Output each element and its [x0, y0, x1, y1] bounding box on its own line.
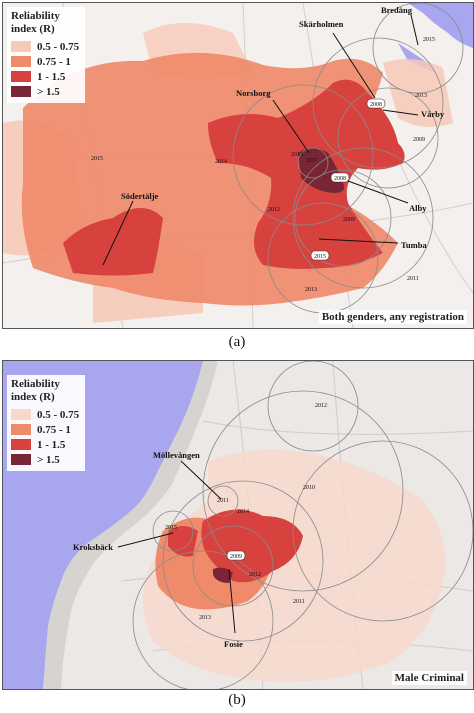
map-caption: Male Criminal	[391, 671, 467, 685]
map-a-canvas: Skärholmen Bredäng Norsborg Vårby Alby T…	[3, 3, 473, 328]
place-label: Alby	[409, 203, 427, 213]
region-high	[168, 526, 198, 557]
svg-text:2009: 2009	[343, 217, 355, 223]
legend-row: 0.5 - 0.75	[11, 39, 79, 54]
map-caption: Both genders, any registration	[318, 310, 467, 324]
buffer-circles	[132, 361, 473, 689]
svg-text:2012: 2012	[249, 572, 261, 578]
svg-text:2014: 2014	[237, 509, 249, 515]
legend-row: 0.75 - 1	[11, 54, 79, 69]
svg-text:2013: 2013	[199, 615, 211, 621]
legend-row: 1 - 1.5	[11, 69, 79, 84]
map-panel-b: Möllevången Kroksbäck Fosie 2012 2010 20…	[2, 360, 474, 690]
legend-row: 0.75 - 1	[11, 422, 79, 437]
place-label: Tumba	[401, 240, 427, 250]
svg-text:2015: 2015	[423, 37, 435, 43]
legend-row: > 1.5	[11, 84, 79, 99]
panel-label: (a)	[228, 334, 246, 350]
svg-text:2011: 2011	[217, 498, 229, 504]
legend-row: 0.5 - 0.75	[11, 407, 79, 422]
map-panel-a: Skärholmen Bredäng Norsborg Vårby Alby T…	[2, 2, 474, 329]
panel-label: (b)	[228, 692, 246, 708]
svg-text:2008: 2008	[370, 102, 382, 108]
place-label: Fosie	[224, 639, 243, 649]
svg-text:2014: 2014	[215, 159, 227, 165]
place-label: Bredäng	[381, 5, 413, 15]
svg-text:2007: 2007	[306, 158, 318, 164]
svg-text:2015: 2015	[91, 156, 103, 162]
buffer-circles	[232, 3, 464, 314]
svg-text:2013: 2013	[305, 287, 317, 293]
svg-text:2011: 2011	[293, 599, 305, 605]
region-high	[201, 509, 303, 583]
place-label: Södertälje	[121, 191, 159, 201]
svg-text:2013: 2013	[415, 93, 427, 99]
water-area	[408, 3, 473, 48]
legend-row: 1 - 1.5	[11, 437, 79, 452]
svg-text:2012: 2012	[268, 207, 280, 213]
coast-strip	[43, 361, 218, 689]
leader-lines	[102, 14, 419, 266]
legend-title: Reliability index (R)	[11, 10, 60, 35]
place-label: Kroksbäck	[73, 542, 113, 552]
svg-text:2013: 2013	[291, 152, 303, 158]
leader-lines	[117, 460, 236, 634]
svg-text:2008: 2008	[334, 176, 346, 182]
place-label: Skärholmen	[299, 19, 344, 29]
place-label: Vårby	[421, 109, 445, 119]
year-labels: 2015 2008 2013 2009 2013 2007 2008 2014 …	[91, 37, 435, 293]
legend-row: > 1.5	[11, 452, 79, 467]
region-very-high	[213, 567, 233, 583]
region-very-high	[298, 148, 345, 193]
svg-text:2010: 2010	[303, 485, 315, 491]
year-labels: 2012 2010 2011 2014 2015 2009 2012 2013 …	[165, 403, 327, 621]
svg-text:2015: 2015	[314, 254, 326, 260]
region-low	[143, 449, 446, 682]
svg-text:2009: 2009	[230, 554, 242, 560]
legend-b: Reliability index (R) 0.5 - 0.75 0.75 - …	[7, 375, 86, 471]
svg-text:2009: 2009	[413, 137, 425, 143]
svg-text:2012: 2012	[315, 403, 327, 409]
svg-text:2015: 2015	[165, 525, 177, 531]
legend-a: Reliability index (R) 0.5 - 0.75 0.75 - …	[7, 7, 86, 103]
place-label: Norsborg	[236, 88, 271, 98]
place-label: Möllevången	[153, 450, 200, 460]
legend-title: Reliability index (R)	[11, 378, 60, 403]
svg-text:2011: 2011	[407, 276, 419, 282]
region-high	[63, 208, 163, 276]
